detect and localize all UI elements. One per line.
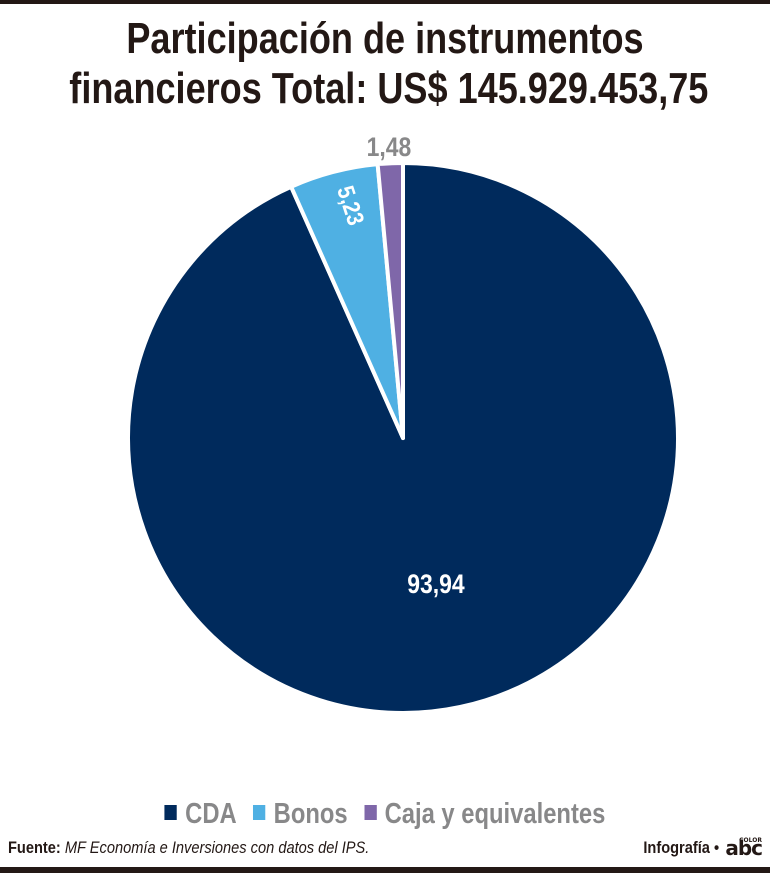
slice-label-caja: 1,48 — [367, 132, 412, 162]
credit-text: Infografía • — [643, 838, 720, 857]
legend-label-cda: CDA — [185, 798, 237, 830]
legend-swatch-bonos — [253, 805, 266, 820]
chart-title: Participación de instrumentos financiero… — [69, 14, 709, 114]
source-label: Fuente: — [8, 838, 61, 857]
legend-item-bonos: Bonos — [253, 798, 348, 831]
slice-label-cda: 93,94 — [407, 569, 464, 599]
title-line-2: financieros Total: US$ 145.929.453,75 — [69, 64, 709, 113]
pie-slices — [125, 160, 680, 715]
logo-text: abc — [725, 836, 763, 860]
legend-item-caja: Caja y equivalentes — [364, 798, 605, 831]
top-rule — [0, 0, 770, 4]
legend-label-caja: Caja y equivalentes — [384, 798, 606, 830]
bottom-rule — [0, 867, 770, 873]
source-text: MF Economía e Inversiones con datos del … — [64, 838, 370, 857]
legend-swatch-cda — [164, 805, 177, 820]
pie-slice-caja — [375, 160, 405, 440]
logo-small-text: COLOR — [739, 837, 762, 844]
legend: CDA Bonos Caja y equivalentes — [69, 798, 700, 831]
source-note: Fuente: MF Economía e Inversiones con da… — [8, 838, 369, 858]
credit: Infografía • COLOR abc — [631, 836, 763, 860]
legend-item-cda: CDA — [164, 798, 237, 831]
legend-label-bonos: Bonos — [273, 798, 348, 830]
abc-color-logo: COLOR abc — [725, 836, 763, 860]
title-line-1: Participación de instrumentos — [126, 14, 644, 63]
legend-swatch-caja — [364, 805, 377, 820]
